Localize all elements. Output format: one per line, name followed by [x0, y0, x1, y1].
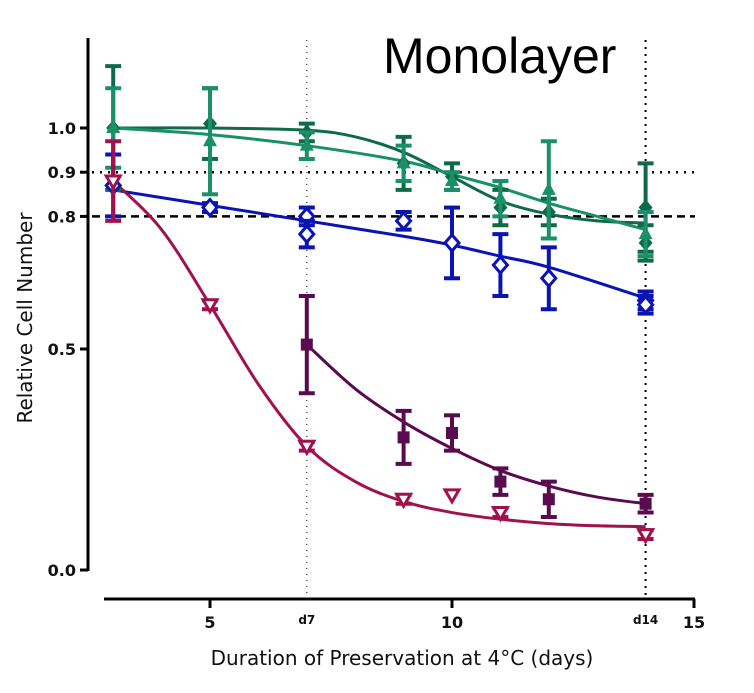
- series-purple-point: [637, 492, 654, 515]
- x-axis-title: Duration of Preservation at 4°C (days): [211, 646, 594, 670]
- x-marker-label: d7: [298, 613, 315, 627]
- series-teal-fit-curve: [113, 126, 646, 232]
- marker-triangle-up: [638, 226, 653, 240]
- marker-triangle-up: [541, 181, 556, 195]
- y-tick-label: 0.0: [48, 561, 76, 580]
- marker-diamond-open: [539, 268, 558, 289]
- marker-triangle-up: [203, 133, 217, 147]
- series-teal-point: [492, 179, 509, 219]
- x-marker-label: d14: [633, 613, 658, 627]
- series-teal-point: [395, 143, 412, 184]
- series-purple-point: [492, 466, 509, 497]
- marker-diamond-open: [636, 294, 655, 316]
- series-crimson-point: [635, 528, 656, 545]
- series-blue-point: [636, 293, 655, 316]
- series-teal-point: [202, 86, 218, 197]
- x-tick-label: 15: [683, 613, 705, 632]
- series-teal-point: [298, 130, 315, 161]
- reference-lines: [92, 40, 695, 597]
- series-blue-point: [297, 218, 316, 250]
- chart-title: Monolayer: [383, 28, 616, 84]
- series-blue-point: [491, 232, 510, 298]
- series-crimson-point: [200, 298, 220, 315]
- series-purple-fit-curve: [305, 343, 646, 506]
- marker-triangle-up: [299, 137, 314, 151]
- marker-triangle-down-open: [103, 174, 123, 192]
- series-blue-point: [443, 205, 461, 281]
- marker-triangle-up: [106, 120, 121, 133]
- marker-triangle-down-open: [635, 528, 656, 545]
- marker-diamond-open: [443, 232, 461, 254]
- series-blue-point: [539, 245, 558, 312]
- marker-diamond-open: [297, 223, 316, 245]
- series-teal-point: [540, 139, 557, 241]
- x-tick-label: 10: [441, 613, 463, 632]
- marker-triangle-up: [445, 173, 459, 187]
- axes: [86, 38, 695, 601]
- series-teal-point: [444, 170, 460, 192]
- y-axis-title: Relative Cell Number: [13, 212, 37, 424]
- marker-diamond-open: [201, 197, 219, 218]
- marker-diamond-open: [491, 254, 510, 276]
- series-blue-fit-curve: [112, 188, 647, 300]
- series-crimson-point: [103, 139, 123, 223]
- y-tick-label: 0.5: [48, 340, 76, 359]
- marker-triangle-down-open: [200, 298, 220, 315]
- marker-triangle-down-open: [490, 506, 511, 523]
- marker-triangle-down-open: [393, 492, 414, 510]
- series-crimson-fit-curve: [112, 179, 646, 529]
- data-points: [103, 64, 656, 545]
- y-tick-label: 0.8: [48, 207, 76, 226]
- y-tick-label: 0.9: [48, 163, 76, 182]
- marker-triangle-up: [493, 190, 508, 204]
- marker-diamond-open: [394, 210, 413, 232]
- series-dark-green-fit-curve: [113, 126, 646, 225]
- series-crimson-point: [490, 506, 511, 523]
- series-blue-point: [201, 197, 219, 218]
- series-purple-point: [540, 479, 557, 519]
- marker-triangle-up: [396, 155, 411, 169]
- series-blue-point: [394, 209, 413, 232]
- series-crimson-point: [442, 488, 462, 505]
- marker-square: [446, 426, 458, 439]
- series-purple-point: [395, 408, 412, 466]
- series-crimson-point: [297, 439, 317, 457]
- series-teal-point: [637, 209, 654, 259]
- marker-square: [639, 497, 652, 510]
- series-purple-point: [444, 413, 460, 453]
- y-tick-label: 1.0: [48, 119, 76, 138]
- fit-curves: [112, 126, 647, 529]
- ticks: 0.0 0.5 0.8 0.9 1.0 5 10 15 d7 d14: [48, 119, 705, 632]
- marker-square: [300, 338, 313, 351]
- series-crimson-point: [393, 492, 414, 510]
- marker-square: [397, 431, 410, 444]
- series-purple-point: [298, 293, 315, 396]
- marker-triangle-down-open: [297, 439, 317, 457]
- marker-square: [542, 493, 555, 506]
- marker-square: [494, 475, 507, 488]
- x-tick-label: 5: [204, 613, 215, 632]
- marker-triangle-down-open: [442, 488, 462, 505]
